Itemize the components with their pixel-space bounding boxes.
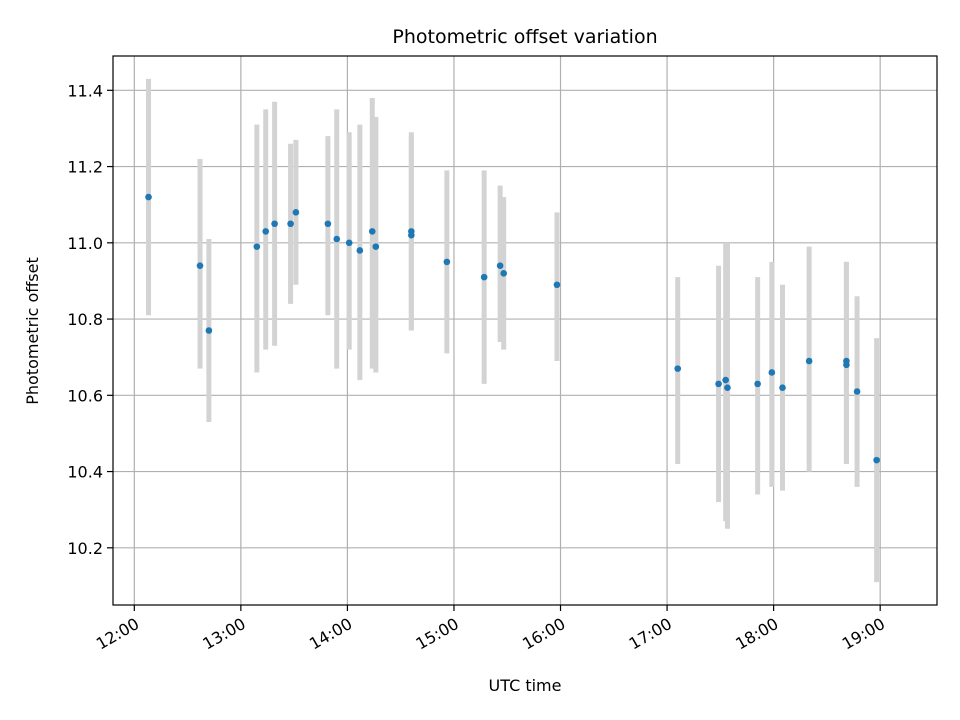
y-tick-label: 11.0 bbox=[67, 234, 103, 253]
data-point bbox=[356, 247, 364, 254]
data-point bbox=[345, 239, 353, 247]
y-axis-title: Photometric offset bbox=[23, 257, 42, 405]
data-point bbox=[674, 365, 682, 372]
data-point bbox=[500, 270, 507, 277]
data-point bbox=[768, 369, 776, 376]
data-point bbox=[843, 361, 850, 369]
x-axis-title: UTC time bbox=[489, 676, 562, 695]
data-point bbox=[873, 456, 880, 464]
data-point bbox=[372, 243, 380, 250]
data-point bbox=[408, 231, 415, 239]
data-point bbox=[205, 327, 213, 334]
data-point bbox=[553, 281, 561, 289]
data-point bbox=[262, 228, 270, 235]
data-point bbox=[480, 273, 488, 281]
data-point bbox=[724, 384, 731, 391]
data-point bbox=[292, 209, 300, 216]
data-point bbox=[333, 235, 341, 243]
data-point bbox=[287, 220, 294, 228]
data-point bbox=[145, 193, 152, 201]
y-tick-label: 10.2 bbox=[67, 539, 103, 558]
data-point bbox=[368, 228, 376, 235]
data-point bbox=[853, 388, 861, 395]
data-point bbox=[779, 384, 786, 391]
data-points bbox=[145, 193, 880, 464]
data-point bbox=[722, 376, 729, 384]
y-tick-label: 11.2 bbox=[67, 158, 103, 177]
y-tick-label: 10.8 bbox=[67, 310, 103, 329]
data-point bbox=[443, 258, 451, 266]
data-point bbox=[324, 220, 332, 228]
y-tick-label: 10.4 bbox=[67, 463, 103, 482]
plot-frame bbox=[112, 55, 938, 606]
y-tick-label: 10.6 bbox=[67, 386, 103, 405]
chart-title: Photometric offset variation bbox=[392, 26, 657, 48]
y-tick-label: 11.4 bbox=[67, 81, 103, 100]
data-point bbox=[271, 220, 278, 228]
data-point bbox=[253, 243, 261, 250]
grid bbox=[113, 56, 937, 605]
data-point bbox=[754, 380, 761, 388]
data-point bbox=[196, 262, 204, 269]
data-point bbox=[496, 262, 504, 269]
data-point bbox=[715, 380, 722, 388]
data-point bbox=[805, 357, 813, 365]
